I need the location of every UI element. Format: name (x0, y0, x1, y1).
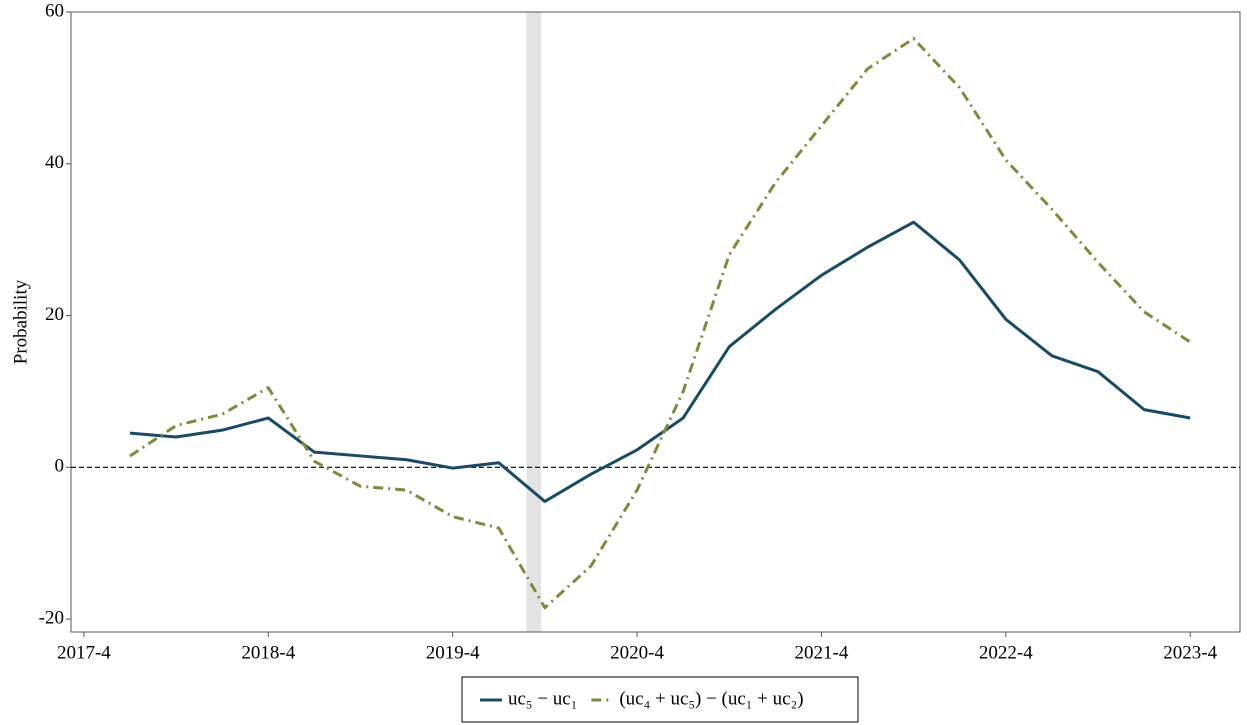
series-line (129, 37, 1192, 610)
x-tick-label: 2017-4 (57, 642, 111, 663)
shaded-region (526, 12, 542, 632)
y-tick-label: 60 (45, 0, 64, 21)
x-tick-label: 2018-4 (241, 642, 295, 663)
x-tick-label: 2021-4 (795, 642, 849, 663)
legend-label: (uc₄ + uc₅) − (uc₁ + uc₂) (619, 688, 803, 709)
y-tick-label: -20 (39, 607, 64, 628)
y-tick-label: 40 (45, 152, 64, 173)
x-tick-label: 2020-4 (610, 642, 664, 663)
x-tick-label: 2019-4 (426, 642, 480, 663)
legend: uc₅ − uc₁ (uc₄ + uc₅) − (uc₁ + uc₂) (461, 676, 859, 723)
y-tick-label: 0 (55, 456, 65, 477)
legend-label: uc₅ − uc₁ (508, 688, 577, 709)
x-tick-label: 2023-4 (1163, 642, 1217, 663)
y-tick-label: 20 (45, 304, 64, 325)
y-axis-label: Probability (10, 279, 31, 364)
legend-box (461, 676, 859, 723)
plot-frame (70, 11, 1241, 633)
series-line (129, 220, 1191, 503)
x-tick-label: 2022-4 (979, 642, 1033, 663)
